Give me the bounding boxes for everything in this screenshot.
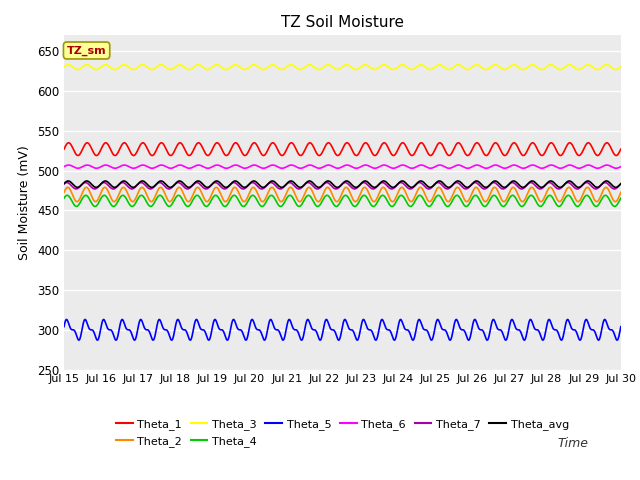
Theta_avg [103,179,111,184]
Theta_4 [308,195,316,201]
Theta_6 [343,162,351,168]
Line: Theta_6: Theta_6 [64,165,621,168]
Theta_4 [378,193,385,199]
Theta_avg [297,184,305,190]
Text: TZ_sm: TZ_sm [67,46,106,56]
Theta_1 [617,146,625,152]
Theta_5 [378,317,385,323]
Theta_5 [126,328,134,334]
Theta_avg [378,179,385,185]
Theta_7 [471,180,479,185]
Theta_5 [318,333,326,338]
Title: TZ Soil Moisture: TZ Soil Moisture [281,15,404,30]
Theta_avg [319,182,326,188]
Theta_3 [103,62,111,68]
Theta_7 [103,181,111,187]
Theta_1 [126,148,134,154]
Theta_4 [351,204,358,209]
Theta_2 [129,199,136,204]
Line: Theta_2: Theta_2 [64,187,621,202]
Theta_1 [334,153,342,158]
Theta_5 [617,324,625,330]
Theta_7 [462,186,470,192]
Theta_avg [232,178,239,184]
Theta_7 [60,181,68,187]
Theta_1 [318,150,326,156]
Theta_2 [103,186,111,192]
Theta_4 [103,195,111,201]
Theta_avg [60,181,68,187]
Theta_3 [454,62,462,68]
Theta_1 [308,141,316,147]
Legend: Theta_1, Theta_2, Theta_3, Theta_4, Theta_5, Theta_6, Theta_7, Theta_avg: Theta_1, Theta_2, Theta_3, Theta_4, Thet… [111,415,573,451]
Y-axis label: Soil Moisture (mV): Soil Moisture (mV) [19,145,31,260]
Theta_6 [296,165,304,171]
Theta_1 [60,146,68,152]
Theta_6 [308,162,316,168]
Theta_3 [377,63,385,69]
Theta_3 [126,65,134,71]
Text: Time: Time [558,437,589,450]
Theta_4 [342,192,349,198]
Theta_2 [617,190,625,195]
Line: Theta_1: Theta_1 [64,143,621,156]
Theta_2 [120,184,127,190]
Theta_7 [126,185,134,191]
Line: Theta_5: Theta_5 [64,320,621,340]
Theta_2 [319,192,326,198]
Theta_2 [297,198,305,204]
Line: Theta_avg: Theta_avg [64,181,621,187]
Theta_3 [318,66,326,72]
Theta_7 [617,181,625,187]
Theta_4 [296,203,304,209]
Theta_5 [104,325,111,331]
Theta_6 [378,163,385,168]
Theta_2 [60,190,68,195]
Theta_5 [471,317,479,323]
Theta_6 [318,165,326,170]
Theta_avg [617,181,625,187]
Theta_4 [60,195,68,201]
Theta_7 [377,180,385,186]
Theta_avg [126,182,134,188]
Theta_2 [308,189,316,194]
Theta_3 [296,67,304,72]
Theta_1 [378,142,385,148]
Theta_3 [60,64,68,70]
Theta_4 [318,199,326,205]
Theta_5 [60,324,68,330]
Theta_7 [296,186,304,192]
Theta_4 [617,195,625,201]
Theta_6 [334,166,342,171]
Theta_avg [222,184,230,190]
Theta_2 [378,186,385,192]
Theta_6 [126,164,134,170]
Theta_6 [617,164,625,169]
Theta_1 [343,140,351,145]
Theta_7 [318,183,326,189]
Theta_6 [103,162,111,168]
Theta_1 [296,153,304,158]
Theta_2 [126,196,134,202]
Line: Theta_4: Theta_4 [64,195,621,206]
Theta_6 [60,164,68,169]
Theta_5 [93,337,101,343]
Theta_7 [308,182,316,188]
Theta_3 [617,64,625,70]
Theta_1 [103,141,111,146]
Theta_3 [445,67,452,72]
Line: Theta_3: Theta_3 [64,65,621,70]
Theta_avg [308,180,316,185]
Theta_5 [308,326,316,332]
Line: Theta_7: Theta_7 [64,182,621,189]
Theta_3 [308,62,316,68]
Theta_5 [297,336,305,342]
Theta_4 [126,202,134,208]
